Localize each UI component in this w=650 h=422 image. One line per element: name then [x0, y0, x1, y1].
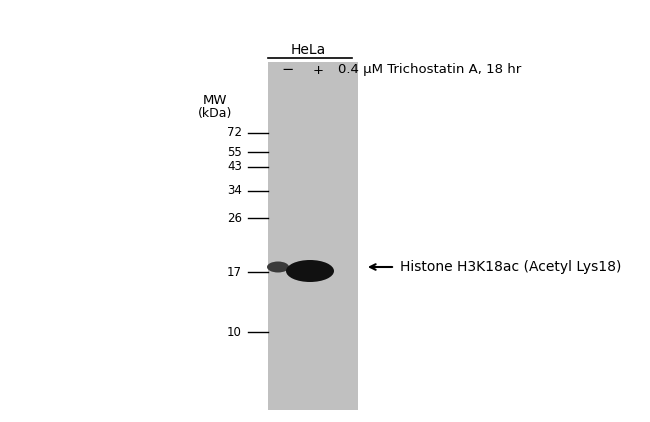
- Text: (kDa): (kDa): [198, 106, 232, 119]
- Text: Histone H3K18ac (Acetyl Lys18): Histone H3K18ac (Acetyl Lys18): [400, 260, 621, 274]
- Text: 17: 17: [227, 265, 242, 279]
- Text: 43: 43: [227, 160, 242, 173]
- Text: 55: 55: [227, 146, 242, 159]
- Text: +: +: [313, 63, 324, 76]
- Ellipse shape: [286, 260, 334, 282]
- Text: −: −: [282, 62, 294, 78]
- Text: HeLa: HeLa: [291, 43, 326, 57]
- Text: 0.4 μM Trichostatin A, 18 hr: 0.4 μM Trichostatin A, 18 hr: [338, 63, 521, 76]
- Bar: [268, 62, 358, 410]
- Text: 26: 26: [227, 211, 242, 225]
- Text: 34: 34: [227, 184, 242, 197]
- Text: 72: 72: [227, 127, 242, 140]
- Ellipse shape: [267, 262, 289, 273]
- Text: MW: MW: [203, 94, 228, 106]
- Text: 10: 10: [227, 325, 242, 338]
